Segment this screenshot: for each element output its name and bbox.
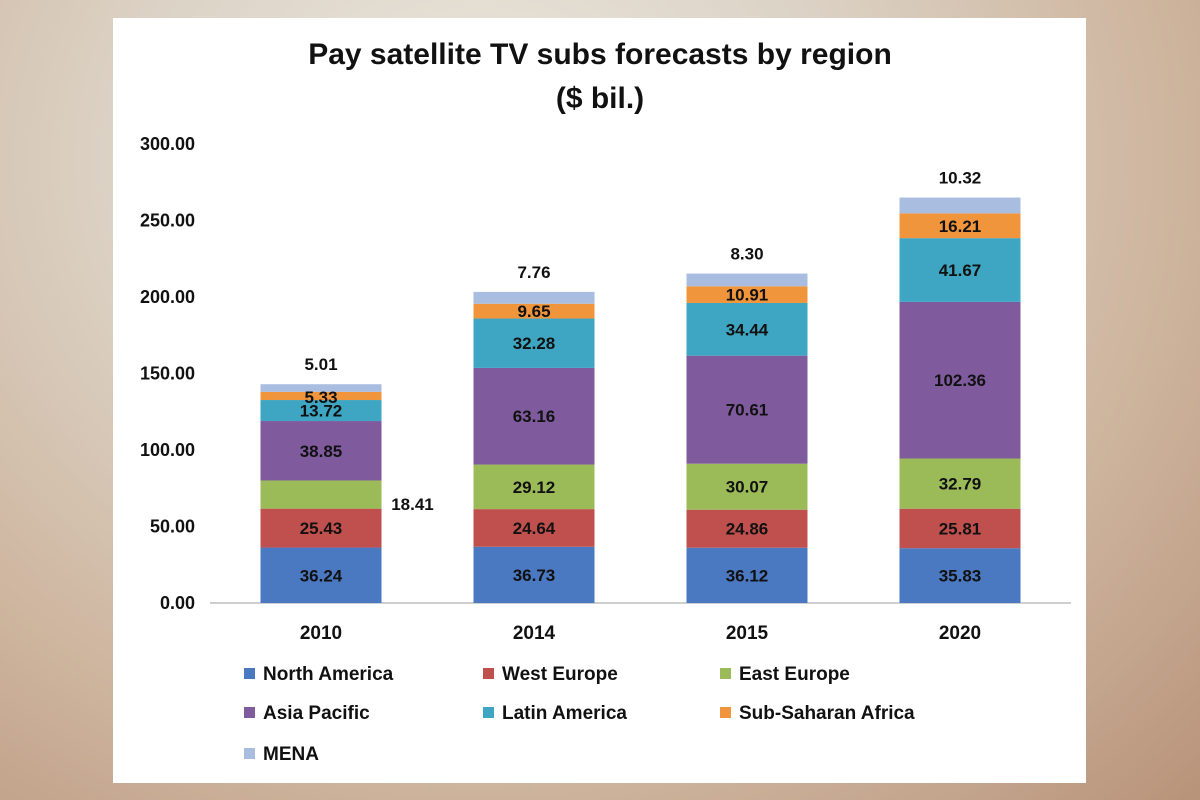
bar-segment <box>686 286 808 303</box>
y-tick-label: 50.00 <box>150 517 195 537</box>
y-tick-label: 250.00 <box>140 211 195 231</box>
x-tick-label: 2014 <box>513 623 556 644</box>
bars <box>260 197 1021 603</box>
data-label: 24.64 <box>513 519 556 538</box>
data-label: 8.30 <box>730 245 763 264</box>
bar-segment <box>473 303 595 319</box>
bar-segment <box>473 509 595 547</box>
y-tick-label: 150.00 <box>140 364 195 384</box>
legend-label: Sub-Saharan Africa <box>739 703 915 724</box>
data-label: 35.83 <box>939 567 982 586</box>
stacked-bar-chart: Pay satellite TV subs forecasts by regio… <box>140 38 1071 765</box>
legend-label: Asia Pacific <box>263 703 370 724</box>
bar-segment <box>899 301 1021 459</box>
data-label: 5.01 <box>304 355 337 374</box>
bar-segment <box>899 238 1021 302</box>
data-label: 41.67 <box>939 261 982 280</box>
bar-segment <box>899 458 1021 509</box>
chart-subtitle: ($ bil.) <box>556 82 644 115</box>
y-tick-label: 300.00 <box>140 134 195 154</box>
bar-segment <box>686 463 808 510</box>
y-tick-label: 100.00 <box>140 440 195 460</box>
data-label: 70.61 <box>726 401 769 420</box>
bar-segment <box>473 367 595 465</box>
bar-segment <box>260 480 382 509</box>
data-label: 9.65 <box>517 302 550 321</box>
bar-segment <box>899 213 1021 239</box>
bar-segment <box>686 509 808 548</box>
data-label: 24.86 <box>726 520 769 539</box>
data-labels: 36.24 25.43 18.41 38.85 13.725.33 5.01 36.73 24… <box>300 169 986 586</box>
bar-segment <box>899 548 1021 603</box>
bar-segment <box>473 464 595 510</box>
legend-swatch <box>720 668 731 679</box>
data-label: 10.91 <box>726 286 769 305</box>
bar-segment <box>473 291 595 304</box>
chart-card: Pay satellite TV subs forecasts by regio… <box>113 18 1086 783</box>
data-label: 10.32 <box>939 169 982 188</box>
x-tick-label: 2020 <box>939 623 981 644</box>
bar-segment <box>260 384 382 392</box>
data-label: 29.12 <box>513 478 556 497</box>
bar-segment <box>899 197 1021 214</box>
data-label: 13.72 <box>300 402 343 421</box>
data-label: 25.43 <box>300 519 343 538</box>
legend-swatch <box>720 707 731 718</box>
y-tick-label: 200.00 <box>140 287 195 307</box>
y-tick-label: 0.00 <box>160 593 195 613</box>
chart-title: Pay satellite TV subs forecasts by regio… <box>308 38 892 71</box>
data-label: 34.44 <box>726 320 769 339</box>
bar-segment <box>686 547 808 603</box>
bar-segment <box>899 508 1021 549</box>
legend-label: MENA <box>263 744 319 765</box>
legend-swatch <box>483 668 494 679</box>
legend-swatch <box>244 668 255 679</box>
bar-segment <box>260 421 382 481</box>
legend-swatch <box>483 707 494 718</box>
axes: 0.00 50.00 100.00 150.00 200.00 250.00 300.00 2… <box>140 134 1071 644</box>
data-label: 102.36 <box>934 371 986 390</box>
data-label: 7.76 <box>517 263 550 282</box>
bar-segment <box>686 273 808 287</box>
legend: North America West Europe East Europe Asia … <box>244 664 915 765</box>
bar-segment <box>260 391 382 401</box>
legend-label: East Europe <box>739 664 850 685</box>
legend-swatch <box>244 707 255 718</box>
legend-label: West Europe <box>502 664 618 685</box>
x-tick-label: 2010 <box>300 623 342 644</box>
data-label: 36.12 <box>726 566 769 585</box>
data-label: 38.85 <box>300 442 343 461</box>
data-label: 63.16 <box>513 407 556 426</box>
data-label: 25.81 <box>939 519 982 538</box>
bar-segment <box>260 400 382 422</box>
bar-segment <box>686 302 808 356</box>
bar-segment <box>473 546 595 603</box>
data-label: 5.33 <box>304 388 337 407</box>
bar-segment <box>686 355 808 464</box>
bar-segment <box>260 547 382 603</box>
bar-segment <box>473 318 595 368</box>
data-label: 32.28 <box>513 334 556 353</box>
x-tick-label: 2015 <box>726 623 769 644</box>
legend-label: North America <box>263 664 394 685</box>
data-label: 36.24 <box>300 566 343 585</box>
legend-swatch <box>244 748 255 759</box>
data-label: 32.79 <box>939 475 982 494</box>
legend-label: Latin America <box>502 703 627 724</box>
bar-segment <box>260 508 382 548</box>
data-label: 36.73 <box>513 566 556 585</box>
data-label: 30.07 <box>726 478 769 497</box>
data-label: 18.41 <box>391 495 434 514</box>
data-label: 16.21 <box>939 217 982 236</box>
